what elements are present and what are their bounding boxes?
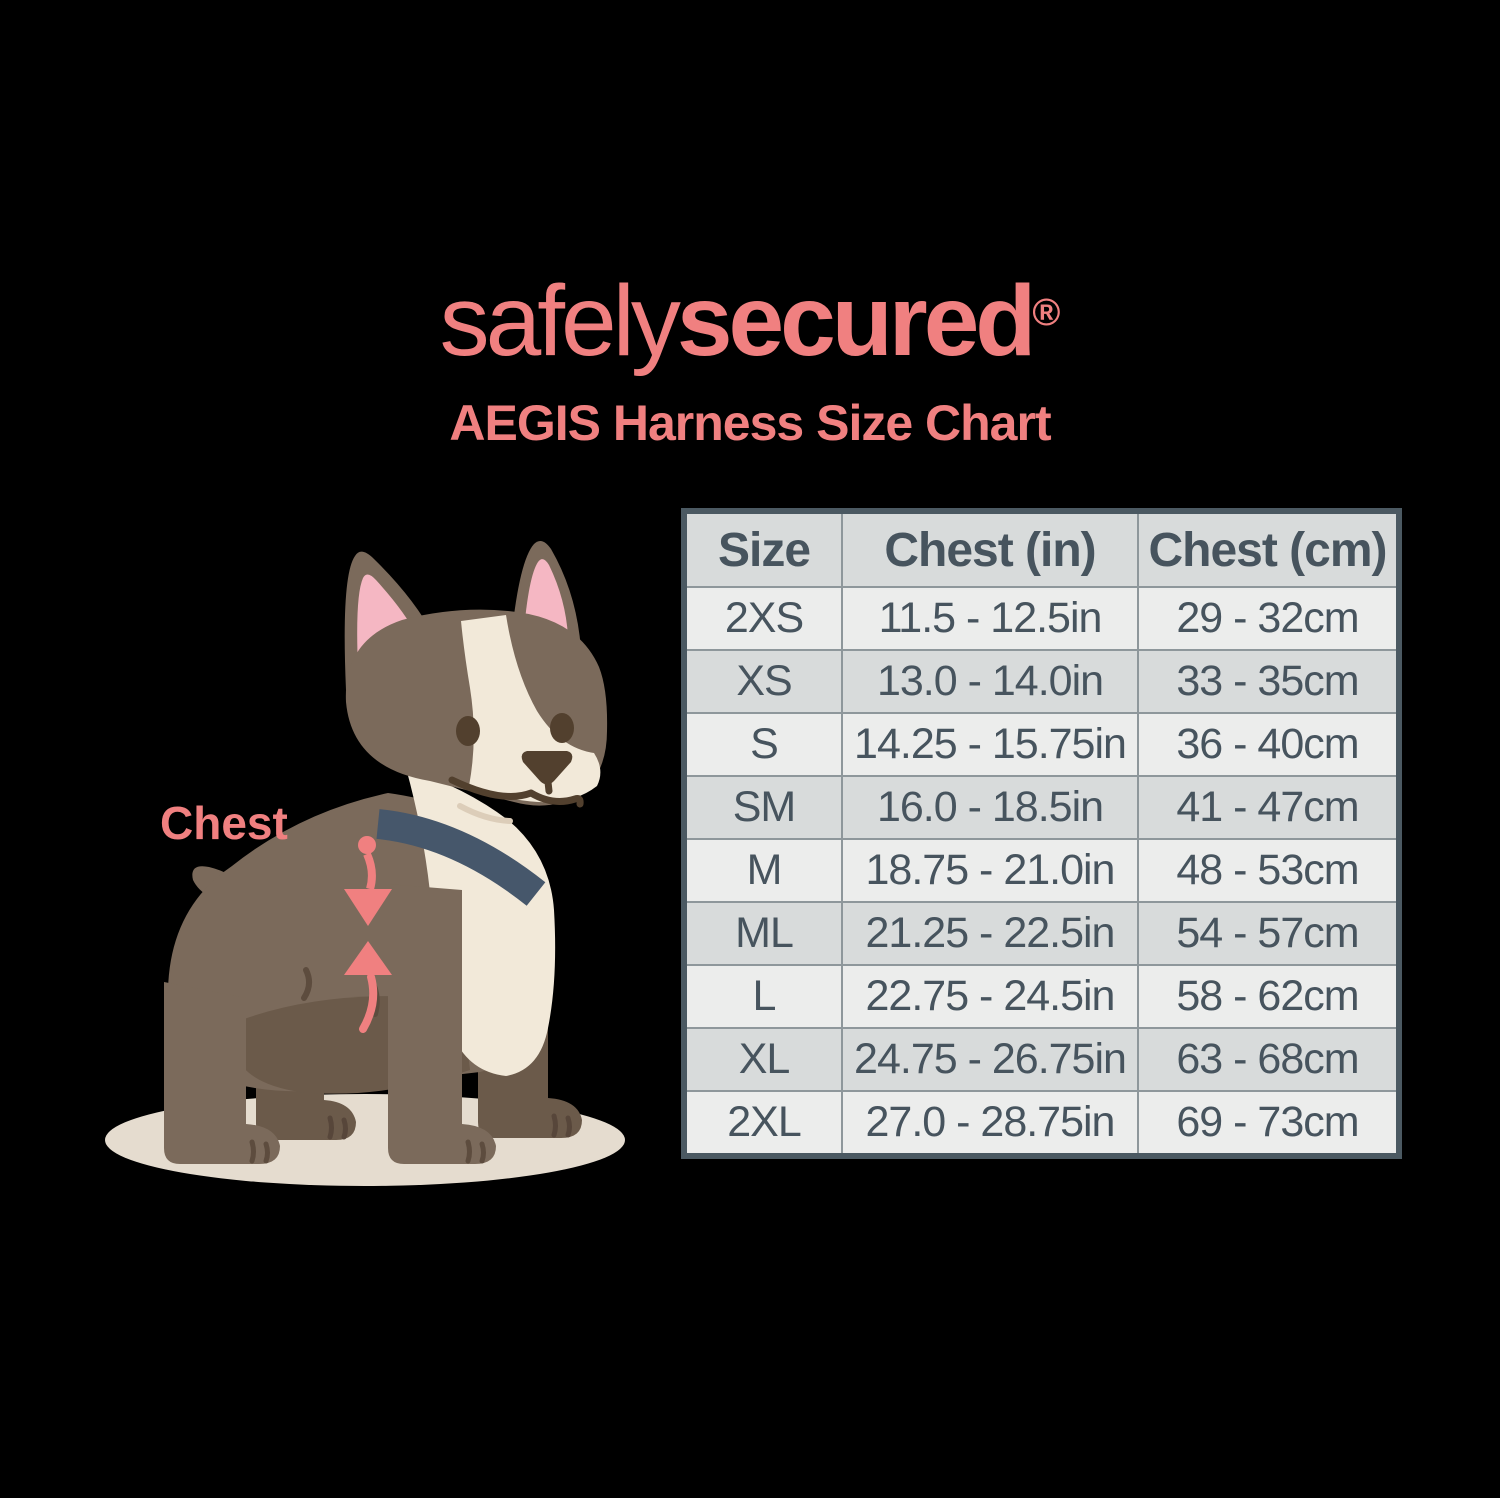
cell-chest-cm: 69 - 73cm	[1137, 1090, 1400, 1157]
chest-measurement-arrows	[344, 836, 392, 1033]
cell-chest-cm: 33 - 35cm	[1137, 649, 1400, 714]
table-row: S 14.25 - 15.75in 36 - 40cm	[683, 712, 1400, 777]
cell-size: ML	[683, 901, 843, 966]
column-header-chest-in: Chest (in)	[841, 510, 1139, 588]
cell-size: XS	[683, 649, 843, 714]
table-row: L 22.75 - 24.5in 58 - 62cm	[683, 964, 1400, 1029]
table-row: XS 13.0 - 14.0in 33 - 35cm	[683, 649, 1400, 714]
size-chart-table: Size Chest (in) Chest (cm) 2XS 11.5 - 12…	[681, 508, 1402, 1159]
cell-size: L	[683, 964, 843, 1029]
brand-logo: safelysecured®	[0, 266, 1500, 376]
cell-size: XL	[683, 1027, 843, 1092]
cell-size: 2XL	[683, 1090, 843, 1157]
cell-size: 2XS	[683, 586, 843, 651]
cell-chest-in: 27.0 - 28.75in	[841, 1090, 1139, 1157]
dog-near-hind-leg	[164, 982, 280, 1164]
cell-chest-in: 11.5 - 12.5in	[841, 586, 1139, 651]
cell-chest-cm: 41 - 47cm	[1137, 775, 1400, 840]
chest-arrowhead-down	[344, 889, 392, 926]
cell-chest-in: 22.75 - 24.5in	[841, 964, 1139, 1029]
chest-arrow-dot	[358, 836, 376, 854]
cell-chest-in: 18.75 - 21.0in	[841, 838, 1139, 903]
cell-size: S	[683, 712, 843, 777]
cell-chest-in: 24.75 - 26.75in	[841, 1027, 1139, 1092]
cell-chest-in: 14.25 - 15.75in	[841, 712, 1139, 777]
table-row: M 18.75 - 21.0in 48 - 53cm	[683, 838, 1400, 903]
chest-arrowhead-up	[344, 941, 392, 975]
dog-mouth	[448, 776, 584, 808]
registered-trademark-mark: ®	[1032, 292, 1061, 334]
chest-measurement-label: Chest	[160, 797, 288, 849]
dog-collar	[376, 809, 546, 906]
dog-near-front-leg	[388, 884, 496, 1164]
table-row: 2XL 27.0 - 28.75in 69 - 73cm	[683, 1090, 1400, 1157]
table-row: XL 24.75 - 26.75in 63 - 68cm	[683, 1027, 1400, 1092]
cell-chest-in: 13.0 - 14.0in	[841, 649, 1139, 714]
table-row: 2XS 11.5 - 12.5in 29 - 32cm	[683, 586, 1400, 651]
cell-chest-cm: 36 - 40cm	[1137, 712, 1400, 777]
brand-logo-secured: secured	[676, 265, 1037, 377]
dog-nose	[521, 751, 573, 785]
cell-size: SM	[683, 775, 843, 840]
chest-arrow-line-upper	[363, 852, 376, 891]
dog-toe-marks	[249, 1139, 270, 1164]
table-header-row: Size Chest (in) Chest (cm)	[683, 510, 1400, 588]
dog-toe-marks	[465, 1139, 486, 1164]
chest-arrow-line-lower	[359, 973, 378, 1033]
table-row: SM 16.0 - 18.5in 41 - 47cm	[683, 775, 1400, 840]
cell-chest-cm: 54 - 57cm	[1137, 901, 1400, 966]
cell-size: M	[683, 838, 843, 903]
dog-toe-marks	[327, 1115, 348, 1140]
chart-title: AEGIS Harness Size Chart	[449, 395, 1051, 451]
cell-chest-cm: 29 - 32cm	[1137, 586, 1400, 651]
dog-toe-marks	[551, 1113, 572, 1138]
brand-logo-safely: safely	[439, 265, 681, 377]
dog-eye-left	[456, 716, 480, 746]
cell-chest-in: 21.25 - 22.5in	[841, 901, 1139, 966]
cell-chest-cm: 63 - 68cm	[1137, 1027, 1400, 1092]
cell-chest-cm: 58 - 62cm	[1137, 964, 1400, 1029]
dog-eye-right	[550, 713, 574, 743]
column-header-size: Size	[683, 510, 843, 588]
table-row: ML 21.25 - 22.5in 54 - 57cm	[683, 901, 1400, 966]
dog-chin-crease	[457, 803, 513, 824]
column-header-chest-cm: Chest (cm)	[1137, 510, 1400, 588]
cell-chest-cm: 48 - 53cm	[1137, 838, 1400, 903]
cell-chest-in: 16.0 - 18.5in	[841, 775, 1139, 840]
